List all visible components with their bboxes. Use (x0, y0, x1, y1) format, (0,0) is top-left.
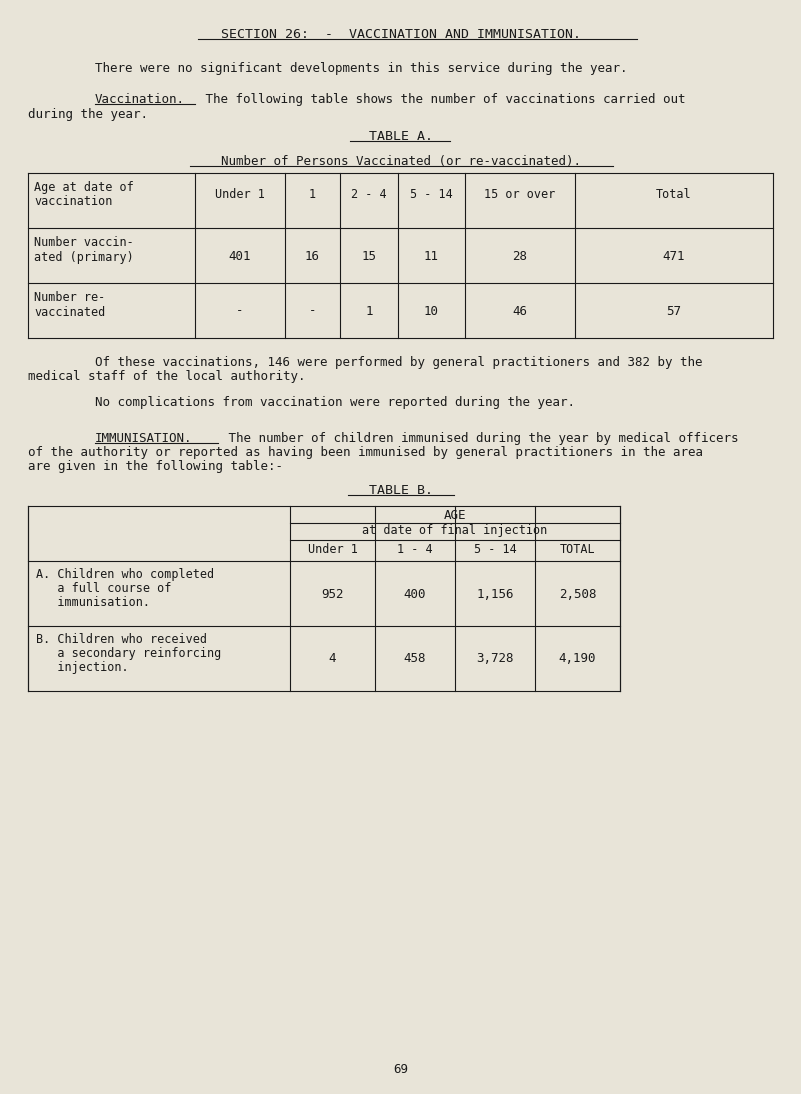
Text: AGE: AGE (444, 509, 466, 522)
Text: 952: 952 (321, 587, 344, 601)
Text: vaccination: vaccination (34, 195, 112, 208)
Text: Of these vaccinations, 146 were performed by general practitioners and 382 by th: Of these vaccinations, 146 were performe… (95, 356, 702, 369)
Text: 28: 28 (513, 249, 528, 263)
Text: 2 - 4: 2 - 4 (351, 188, 387, 201)
Text: of the authority or reported as having been immunised by general practitioners i: of the authority or reported as having b… (28, 446, 703, 459)
Text: 4: 4 (328, 652, 336, 665)
Text: -: - (236, 304, 244, 317)
Text: Total: Total (656, 188, 692, 201)
Text: medical staff of the local authority.: medical staff of the local authority. (28, 370, 305, 383)
Text: TABLE B.: TABLE B. (369, 484, 433, 497)
Text: IMMUNISATION.: IMMUNISATION. (95, 432, 192, 445)
Text: Number of Persons Vaccinated (or re-vaccinated).: Number of Persons Vaccinated (or re-vacc… (221, 155, 581, 168)
Text: TABLE A.: TABLE A. (369, 130, 433, 143)
Text: 458: 458 (404, 652, 426, 665)
Text: Vaccination.: Vaccination. (95, 93, 185, 106)
Text: Age at date of: Age at date of (34, 181, 134, 194)
Text: TOTAL: TOTAL (560, 543, 595, 556)
Text: There were no significant developments in this service during the year.: There were no significant developments i… (95, 62, 627, 75)
Text: 46: 46 (513, 304, 528, 317)
Text: 471: 471 (662, 249, 685, 263)
Text: at date of final injection: at date of final injection (362, 524, 548, 537)
Text: 4,190: 4,190 (559, 652, 596, 665)
Text: The following table shows the number of vaccinations carried out: The following table shows the number of … (198, 93, 686, 106)
Text: 1,156: 1,156 (477, 587, 513, 601)
Text: Under 1: Under 1 (215, 188, 265, 201)
Text: A. Children who completed: A. Children who completed (36, 568, 214, 581)
Text: 5 - 14: 5 - 14 (410, 188, 453, 201)
Text: -: - (308, 304, 316, 317)
Text: Number re-: Number re- (34, 291, 105, 304)
Text: a secondary reinforcing: a secondary reinforcing (36, 647, 221, 660)
Text: The number of children immunised during the year by medical officers: The number of children immunised during … (221, 432, 739, 445)
Text: ated (primary): ated (primary) (34, 251, 134, 264)
Text: vaccinated: vaccinated (34, 306, 105, 319)
Text: 15 or over: 15 or over (485, 188, 556, 201)
Text: 15: 15 (361, 249, 376, 263)
Text: immunisation.: immunisation. (36, 596, 150, 609)
Text: 1: 1 (365, 304, 372, 317)
Text: No complications from vaccination were reported during the year.: No complications from vaccination were r… (95, 396, 575, 409)
Text: SECTION 26:  -  VACCINATION AND IMMUNISATION.: SECTION 26: - VACCINATION AND IMMUNISATI… (221, 28, 581, 40)
Text: injection.: injection. (36, 661, 129, 674)
Text: 10: 10 (424, 304, 439, 317)
Text: 2,508: 2,508 (559, 587, 596, 601)
Text: 1: 1 (309, 188, 316, 201)
Text: 5 - 14: 5 - 14 (473, 543, 517, 556)
Text: 69: 69 (393, 1063, 409, 1076)
Text: 1 - 4: 1 - 4 (397, 543, 433, 556)
Text: 57: 57 (666, 304, 682, 317)
Text: are given in the following table:-: are given in the following table:- (28, 459, 283, 473)
Text: during the year.: during the year. (28, 108, 148, 121)
Text: 11: 11 (424, 249, 439, 263)
Text: B. Children who received: B. Children who received (36, 633, 207, 645)
Text: 16: 16 (305, 249, 320, 263)
Text: 3,728: 3,728 (477, 652, 513, 665)
Text: Number vaccin-: Number vaccin- (34, 236, 134, 249)
Text: a full course of: a full course of (36, 582, 171, 595)
Text: 401: 401 (229, 249, 252, 263)
Text: Under 1: Under 1 (308, 543, 357, 556)
Text: 400: 400 (404, 587, 426, 601)
